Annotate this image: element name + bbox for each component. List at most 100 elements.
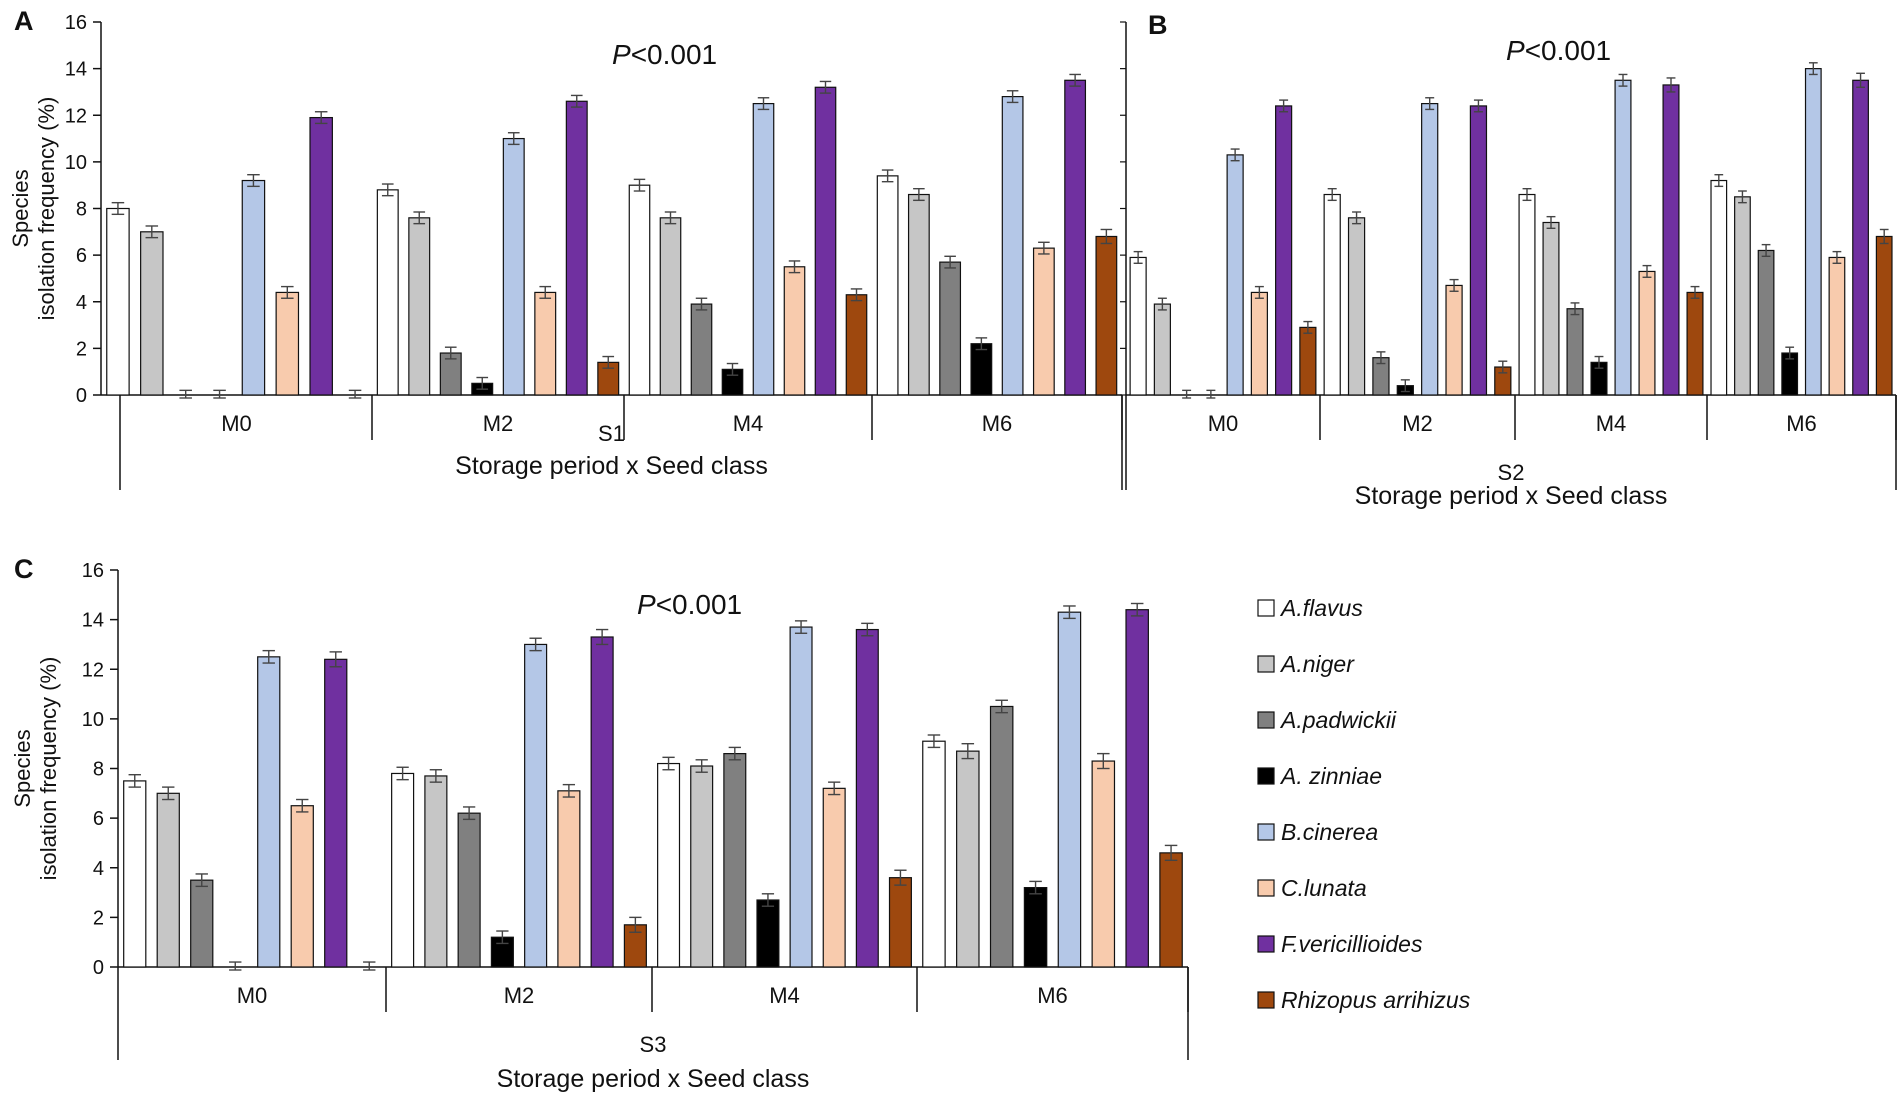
legend-swatch-f-vericillioides [1257,935,1275,953]
bar-a-flavus-m6 [1710,179,1728,396]
p-value-text: <0.001 [656,589,742,620]
legend-swatch-a-zinniae [1257,767,1275,785]
bar-f-vericillioides-m2 [590,636,614,968]
category-label-m2: M2 [1402,411,1433,436]
bar-b-cinerea-m2 [524,643,548,968]
bar-rhizopus-arrihizus-m4 [888,877,912,968]
y-tick-label: 6 [93,808,104,830]
p-value-annotation: P<0.001 [637,589,742,620]
bar-c-lunata-m0 [275,291,300,396]
legend-label-a-padwickii: A.padwickii [1279,707,1397,733]
category-label-m0: M0 [1208,411,1239,436]
y-tick-label: 2 [93,907,104,929]
category-label-m6: M6 [982,411,1013,436]
bar-f-vericillioides-m6 [1125,609,1149,968]
bar-c-lunata-m4 [1638,270,1656,396]
bar-rhizopus-arrihizus-m6 [1875,235,1893,396]
bar-f-vericillioides-m6 [1064,79,1087,396]
p-value-annotation: P<0.001 [612,39,717,70]
bar-f-vericillioides-m4 [1662,84,1680,396]
bar-f-vericillioides-m2 [565,100,588,396]
bar-a-padwickii-m2 [457,812,481,968]
bar-rhizopus-arrihizus-m6 [1159,852,1183,968]
season-label: S2 [1498,460,1525,485]
category-label-m4: M4 [733,411,764,436]
legend: A.flavus A.niger A.padwickii A. zinniae B.ci… [1257,595,1471,1013]
y-tick-label: 12 [82,659,104,681]
bar-f-vericillioides-m4 [855,628,879,968]
bar-f-vericillioides-m2 [1469,105,1488,396]
legend-label-a-zinniae: A. zinniae [1279,763,1382,789]
y-tick-label: 0 [76,385,87,407]
bar-b-cinerea-m4 [789,626,813,968]
bar-a-zinniae-m6 [970,343,993,396]
legend-label-a-niger: A.niger [1279,651,1355,677]
bar-f-vericillioides-m0 [1275,105,1293,396]
bar-a-niger-m0 [1153,303,1171,396]
season-label: S1 [598,421,625,446]
bar-a-padwickii-m0 [190,879,214,968]
season-label: S3 [640,1032,667,1057]
panel-letter: B [1148,10,1168,40]
bar-b-cinerea-m0 [257,656,281,968]
bar-a-flavus-m4 [628,184,651,396]
bar-a-flavus-m6 [876,175,899,396]
bar-a-niger-m6 [956,750,980,968]
category-label-m6: M6 [1037,983,1068,1008]
bar-a-niger-m4 [690,765,714,968]
legend-label-f-vericillioides: F.vericillioides [1281,931,1423,957]
x-axis-label: Storage period x Seed class [455,452,768,480]
bar-b-cinerea-m6 [1001,95,1024,396]
bar-b-cinerea-m4 [1614,79,1632,396]
bar-c-lunata-m2 [534,291,557,396]
category-label-m6: M6 [1786,411,1817,436]
legend-label-c-lunata: C.lunata [1281,875,1367,901]
bar-c-lunata-m0 [290,805,314,968]
bar-a-padwickii-m6 [939,261,962,396]
legend-swatch-b-cinerea [1257,823,1275,841]
bar-b-cinerea-m0 [1226,154,1244,396]
bar-b-cinerea-m6 [1057,611,1082,968]
bar-a-niger-m2 [1347,217,1366,396]
bar-b-cinerea-m6 [1804,68,1822,396]
bar-c-lunata-m6 [1828,256,1846,396]
bar-a-padwickii-m4 [1566,308,1584,396]
bar-a-flavus-m0 [106,207,130,396]
bar-c-lunata-m4 [822,787,846,968]
bar-b-cinerea-m4 [752,102,775,396]
panel-letter: C [14,554,34,584]
y-axis-label-line1: Species [8,169,33,247]
bar-a-flavus-m2 [1323,193,1341,396]
bar-rhizopus-arrihizus-m0 [1299,326,1317,396]
bar-a-padwickii-m4 [723,753,747,968]
y-axis-label-line1: Species [10,729,35,807]
legend-swatch-a-padwickii [1257,711,1275,729]
p-value-annotation: P<0.001 [1506,35,1611,66]
bar-a-flavus-m0 [1129,256,1147,396]
category-label-m0: M0 [221,411,252,436]
p-value-symbol: P [612,39,631,70]
x-axis-label: Storage period x Seed class [497,1065,810,1093]
y-tick-label: 16 [82,560,104,582]
y-tick-label: 10 [65,152,87,174]
bar-a-zinniae-m4 [756,899,780,968]
bar-b-cinerea-m2 [502,137,525,396]
y-tick-label: 0 [93,957,104,979]
panel-letter: A [14,6,34,36]
y-tick-label: 12 [65,105,87,127]
legend-swatch-rhizopus-arrihizus [1257,991,1275,1009]
bar-f-vericillioides-m0 [324,658,348,968]
legend-label-rhizopus-arrihizus: Rhizopus arrihizus [1281,987,1471,1013]
bar-a-zinniae-m6 [1023,886,1048,968]
legend-swatch-c-lunata [1257,879,1275,897]
category-label-m4: M4 [769,983,800,1008]
y-axis-label-line2: isolation frequency (%) [34,97,59,321]
y-tick-label: 16 [65,12,87,34]
bar-a-niger-m0 [140,231,164,396]
bar-c-lunata-m4 [783,266,806,396]
bar-c-lunata-m0 [1250,291,1268,396]
legend-label-b-cinerea: B.cinerea [1281,819,1378,845]
y-axis-label-line2: isolation frequency (%) [36,657,61,881]
bar-rhizopus-arrihizus-m4 [1686,291,1704,396]
